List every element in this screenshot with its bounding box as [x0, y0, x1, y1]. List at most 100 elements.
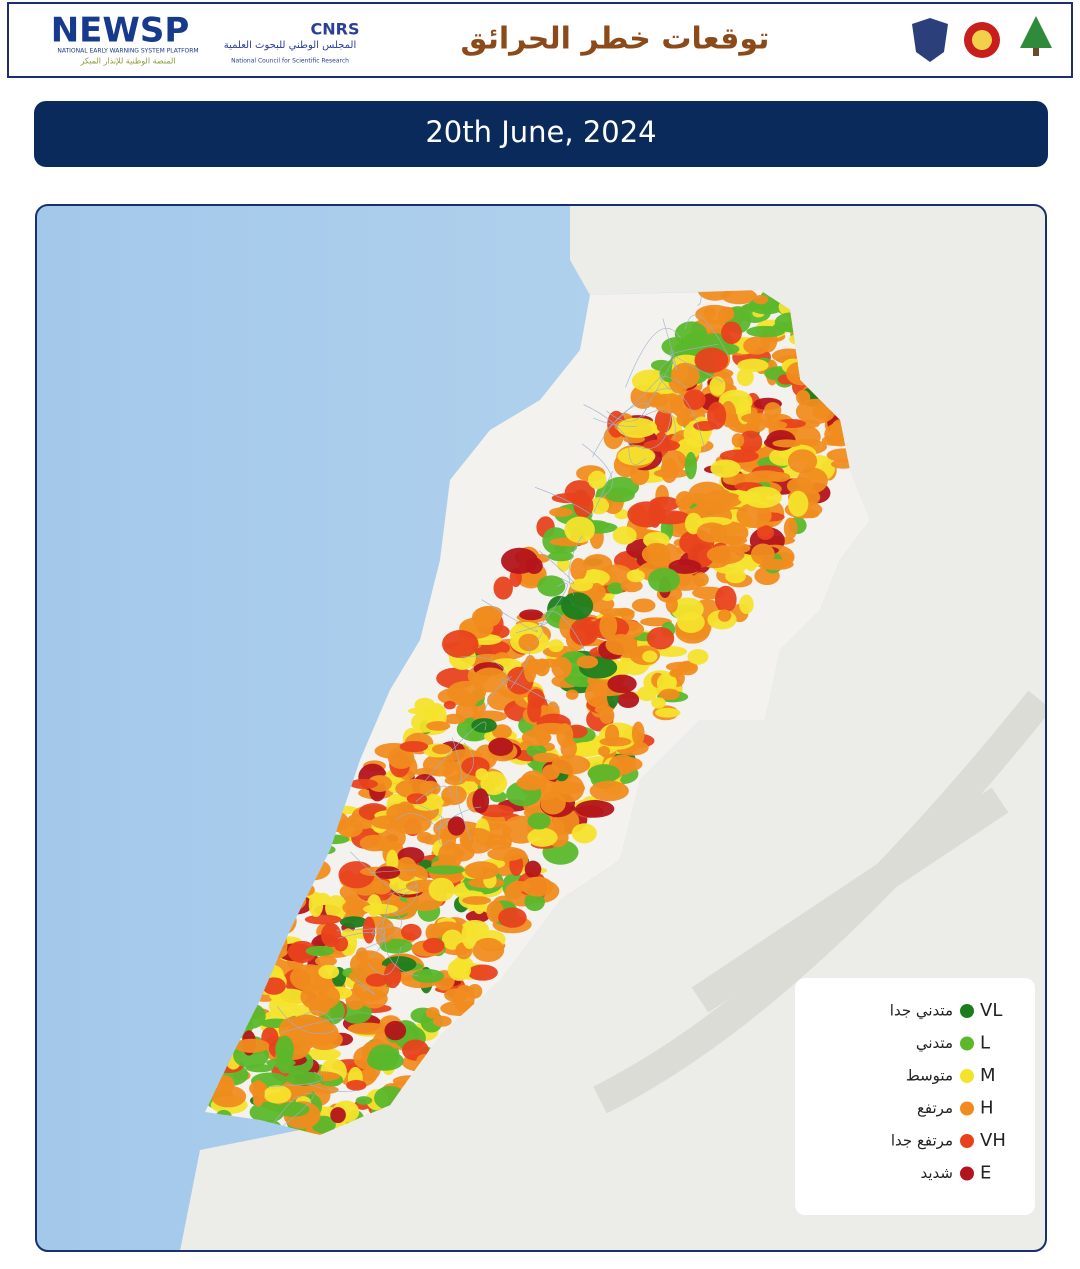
boundary: [458, 656, 510, 681]
risk-patch: [617, 446, 656, 466]
brand-subtitle-ar: المنصة الوطنية للإنذار المبكر: [79, 57, 175, 67]
risk-patch: [695, 304, 734, 325]
risk-patch: [527, 697, 542, 723]
risk-patch: [425, 1007, 440, 1019]
boundary: [515, 622, 549, 634]
risk-patch: [656, 673, 676, 694]
boundary: [684, 314, 729, 356]
risk-patch: [318, 964, 340, 979]
date: 20th June, 2024: [425, 115, 656, 149]
risk-patch: [750, 543, 775, 565]
risk-patch: [501, 547, 539, 574]
risk-patch: [787, 490, 809, 517]
risk-patch: [480, 771, 508, 796]
boundary: [301, 1011, 337, 1028]
boundary: [277, 1006, 335, 1035]
legend-label: متدني: [916, 1034, 953, 1053]
risk-patch: [739, 594, 754, 615]
boundary: [625, 327, 682, 388]
risk-patch: [488, 737, 514, 756]
risk-patch: [551, 754, 591, 775]
risk-patch: [683, 389, 706, 410]
risk-patch: [518, 633, 540, 652]
boundary: [424, 721, 487, 782]
boundary: [371, 912, 391, 935]
risk-patch: [586, 569, 601, 584]
boundary: [356, 912, 402, 953]
risk-patch: [607, 674, 637, 694]
risk-patch: [741, 412, 775, 424]
legend-label: مرتفع: [917, 1099, 953, 1117]
risk-patch: [368, 1044, 399, 1071]
risk-patch: [447, 816, 466, 836]
risk-patch: [467, 984, 483, 999]
risk-patch: [654, 408, 673, 433]
logos: [912, 16, 1052, 62]
risk-patch: [649, 395, 669, 407]
cnrs-en: National Council for Scientific Research: [231, 58, 349, 65]
risk-patch: [308, 891, 324, 918]
risk-patch: [376, 918, 395, 943]
risk-patch: [342, 899, 372, 916]
risk-patch: [772, 439, 802, 448]
boundary: [539, 582, 568, 627]
risk-patch: [349, 778, 378, 790]
risk-patch: [443, 713, 466, 725]
legend-swatch: [960, 1004, 974, 1018]
boundary: [337, 931, 384, 959]
boundary: [653, 388, 706, 452]
risk-patch: [395, 778, 435, 799]
risk-patch: [710, 459, 741, 478]
boundary: [438, 816, 450, 845]
risk-patch: [384, 1020, 407, 1041]
risk-patch: [325, 895, 348, 921]
risk-patch: [731, 433, 745, 448]
legend-code: M: [980, 1065, 996, 1086]
risk-patch: [576, 655, 599, 669]
risk-patch: [743, 336, 770, 355]
risk-patch: [548, 639, 564, 653]
risk-patch: [707, 401, 727, 430]
risk-patch: [487, 846, 526, 862]
risk-patch: [643, 439, 681, 452]
cnrs: CNRS: [311, 20, 360, 39]
risk-patch: [570, 557, 587, 581]
risk-patch: [737, 358, 769, 373]
risk-patch: [336, 817, 364, 838]
risk-patch: [655, 707, 681, 718]
risk-patch: [441, 929, 463, 950]
risk-patch: [693, 572, 709, 587]
risk-patch: [375, 866, 401, 879]
risk-patch: [524, 860, 542, 878]
risk-patch: [395, 856, 418, 882]
risk-patch: [432, 744, 452, 755]
boundary: [607, 373, 664, 429]
boundary: [451, 737, 463, 784]
risk-patch: [216, 1075, 235, 1094]
risk-patch: [521, 876, 554, 897]
risk-patch: [339, 916, 368, 928]
risk-patch: [367, 775, 392, 792]
risk-patch: [665, 595, 678, 613]
boundary: [628, 414, 672, 449]
boundary: [534, 487, 593, 516]
risk-patch: [746, 325, 785, 338]
legend-swatch: [960, 1101, 974, 1116]
risk-patch: [252, 1079, 265, 1107]
risk-patch: [304, 1047, 342, 1061]
boundary: [369, 869, 417, 873]
risk-patch: [412, 969, 444, 983]
risk-patch: [314, 955, 337, 967]
boundary: [670, 350, 724, 383]
risk-patch: [589, 780, 629, 802]
legend-swatch: [960, 1134, 974, 1148]
risk-patch: [467, 964, 498, 981]
boundary: [379, 897, 391, 942]
risk-patch: [620, 579, 643, 593]
boundary: [593, 417, 637, 427]
risk-patch: [472, 788, 490, 814]
legend-swatch: [960, 1166, 974, 1181]
risk-patch: [763, 420, 788, 430]
risk-patch: [425, 865, 466, 875]
risk-patch: [743, 486, 782, 509]
